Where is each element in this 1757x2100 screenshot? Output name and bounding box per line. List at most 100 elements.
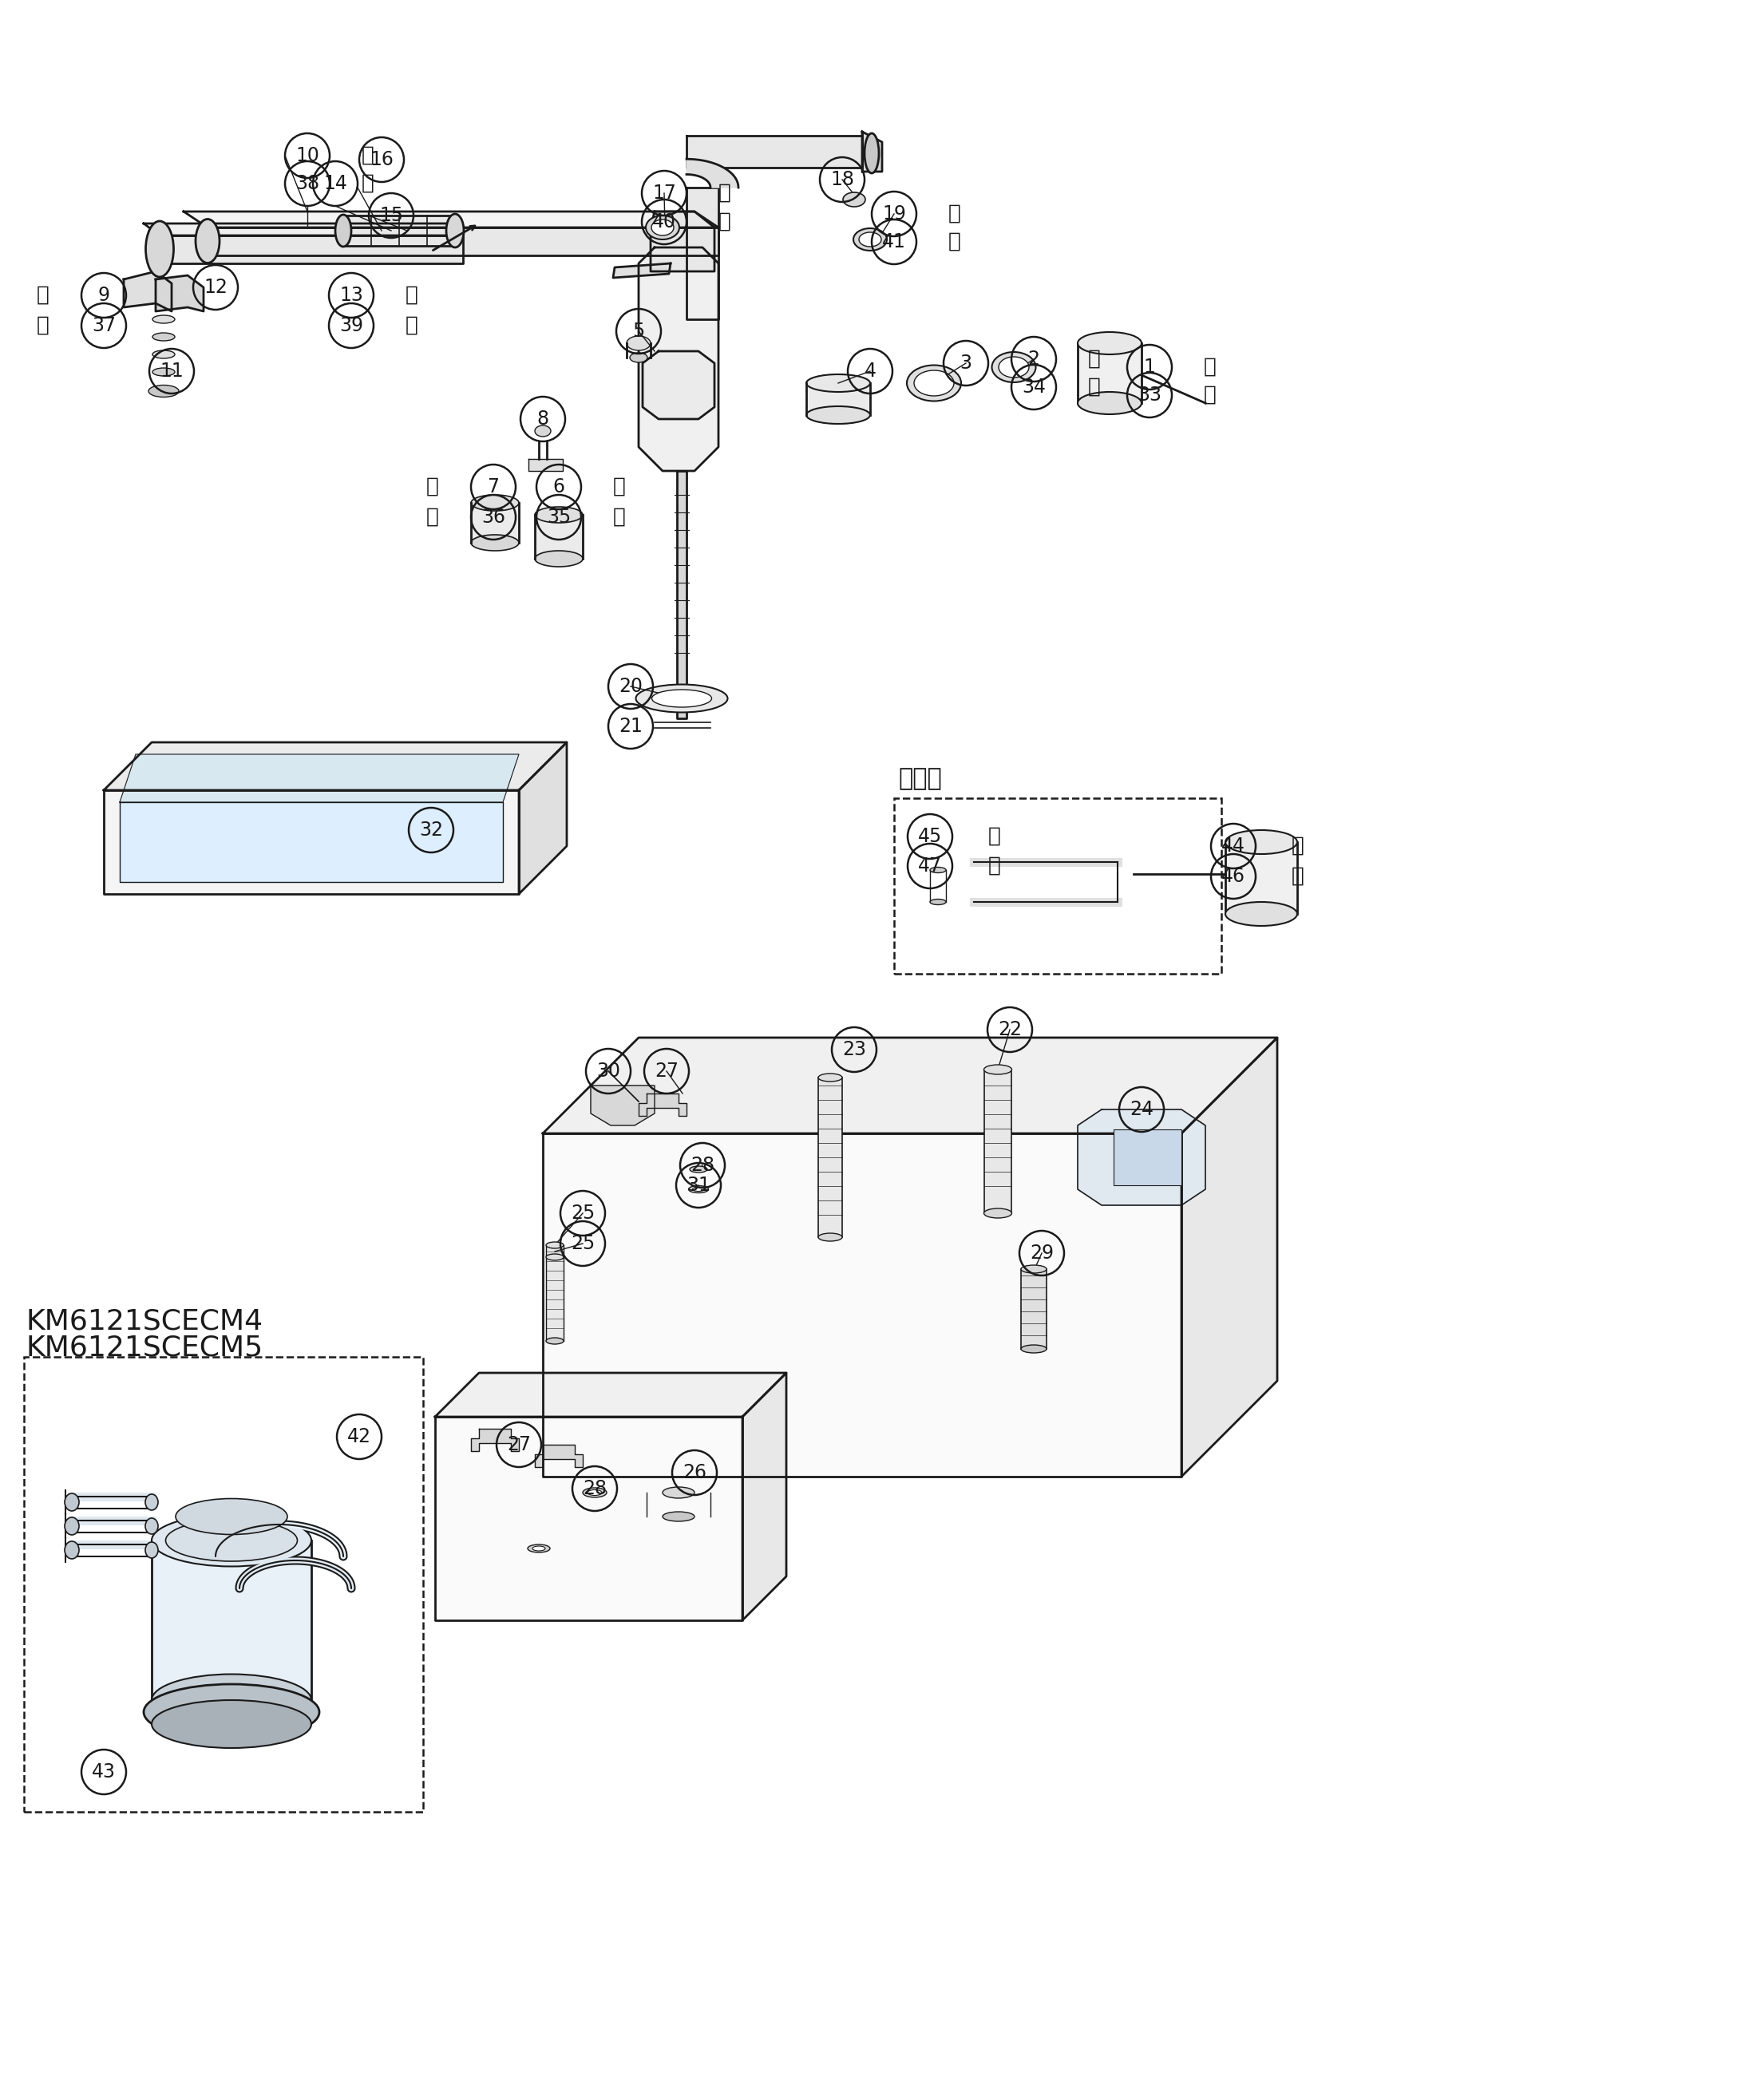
Ellipse shape: [546, 1254, 564, 1260]
Ellipse shape: [144, 1684, 320, 1741]
Ellipse shape: [843, 193, 866, 206]
Text: KM6121SCECM5: KM6121SCECM5: [26, 1334, 264, 1361]
Ellipse shape: [146, 1495, 158, 1510]
Ellipse shape: [819, 1233, 842, 1241]
Text: 46: 46: [1221, 867, 1246, 886]
Ellipse shape: [652, 689, 712, 708]
Text: 45: 45: [917, 827, 942, 846]
Text: 3: 3: [959, 353, 972, 372]
Ellipse shape: [149, 384, 179, 397]
Text: 16: 16: [369, 149, 394, 170]
Ellipse shape: [153, 332, 176, 340]
Text: 6: 6: [553, 477, 564, 496]
Bar: [894, 798, 1221, 974]
Polygon shape: [529, 460, 562, 470]
Text: 黒: 黒: [613, 506, 625, 527]
Bar: [151, 1541, 311, 1701]
Text: 25: 25: [571, 1203, 596, 1222]
Ellipse shape: [534, 426, 550, 437]
Polygon shape: [534, 1445, 583, 1468]
Ellipse shape: [446, 214, 464, 248]
Polygon shape: [123, 271, 172, 311]
Polygon shape: [343, 216, 455, 246]
Ellipse shape: [146, 220, 174, 277]
Text: 白: 白: [1088, 349, 1100, 370]
Ellipse shape: [854, 229, 887, 250]
Polygon shape: [160, 235, 464, 262]
Ellipse shape: [806, 405, 870, 424]
Text: 黒: 黒: [949, 231, 961, 252]
Ellipse shape: [1077, 393, 1142, 414]
Text: 17: 17: [652, 183, 676, 204]
Ellipse shape: [165, 1520, 297, 1560]
Text: 24: 24: [1130, 1100, 1154, 1119]
Ellipse shape: [1225, 901, 1297, 926]
Ellipse shape: [151, 1701, 311, 1747]
Text: 33: 33: [1137, 386, 1161, 405]
Polygon shape: [687, 136, 863, 168]
Polygon shape: [687, 187, 719, 319]
Ellipse shape: [1021, 1264, 1047, 1273]
Ellipse shape: [151, 1674, 311, 1726]
Ellipse shape: [691, 1166, 708, 1172]
Text: 15: 15: [380, 206, 402, 225]
Polygon shape: [638, 248, 719, 470]
Polygon shape: [743, 1373, 787, 1621]
Ellipse shape: [534, 550, 583, 567]
Polygon shape: [650, 212, 715, 271]
Text: 43: 43: [91, 1762, 116, 1781]
Ellipse shape: [532, 1546, 545, 1552]
Text: 19: 19: [882, 204, 907, 223]
Ellipse shape: [583, 1487, 606, 1497]
Ellipse shape: [984, 1065, 1012, 1075]
Ellipse shape: [993, 353, 1037, 382]
Ellipse shape: [153, 315, 176, 323]
Text: 白: 白: [1204, 357, 1216, 378]
Ellipse shape: [806, 405, 870, 424]
Ellipse shape: [627, 336, 650, 351]
Text: 31: 31: [687, 1176, 710, 1195]
Polygon shape: [518, 741, 568, 895]
Ellipse shape: [629, 353, 647, 363]
Text: 7: 7: [487, 477, 499, 496]
Text: 11: 11: [160, 361, 183, 380]
Polygon shape: [156, 275, 204, 311]
Polygon shape: [1077, 1109, 1205, 1205]
Bar: [806, 382, 870, 416]
Polygon shape: [436, 1418, 743, 1621]
Ellipse shape: [1021, 1344, 1047, 1352]
Ellipse shape: [806, 382, 870, 399]
Polygon shape: [207, 227, 719, 256]
Text: 白: 白: [613, 477, 625, 498]
Text: 9: 9: [98, 286, 109, 304]
Text: 34: 34: [1023, 378, 1045, 397]
Text: 黒: 黒: [427, 506, 439, 527]
Ellipse shape: [65, 1518, 79, 1535]
Text: 23: 23: [842, 1040, 866, 1058]
Text: 44: 44: [1221, 836, 1246, 855]
Text: 旧仕様: 旧仕様: [898, 766, 942, 790]
Text: 5: 5: [633, 321, 645, 340]
Text: 29: 29: [1030, 1243, 1054, 1262]
Bar: [1077, 342, 1142, 403]
Text: KM6121SCECM4: KM6121SCECM4: [26, 1308, 264, 1334]
Ellipse shape: [998, 357, 1030, 378]
Ellipse shape: [907, 365, 961, 401]
Text: 13: 13: [339, 286, 364, 304]
Ellipse shape: [806, 399, 870, 416]
Text: 21: 21: [618, 716, 643, 735]
Text: 37: 37: [91, 317, 116, 336]
Polygon shape: [119, 802, 503, 882]
Polygon shape: [471, 1428, 518, 1451]
Ellipse shape: [689, 1186, 708, 1193]
Text: 27: 27: [655, 1063, 678, 1082]
Ellipse shape: [153, 351, 176, 359]
Text: 35: 35: [546, 508, 571, 527]
Ellipse shape: [546, 1338, 564, 1344]
Ellipse shape: [1225, 830, 1297, 855]
Polygon shape: [144, 223, 464, 235]
Polygon shape: [676, 470, 687, 718]
Ellipse shape: [146, 1518, 158, 1535]
Ellipse shape: [929, 899, 945, 905]
Text: 39: 39: [339, 317, 364, 336]
